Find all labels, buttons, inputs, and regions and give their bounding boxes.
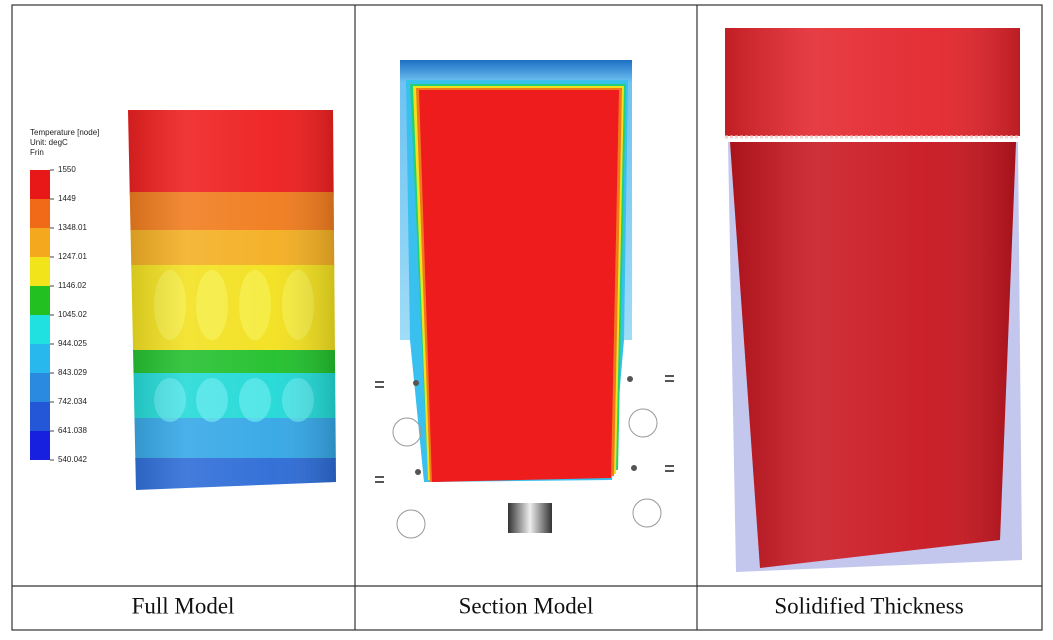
legend-swatch [30,315,50,344]
legend-swatch [30,431,50,460]
legend-bar: 1550 1449 1348.01 1247.01 1146.02 1045.02 944.… [30,165,87,464]
legend-tick-label: 1247.01 [58,252,87,261]
section-model-image [375,60,674,539]
table-frame [11,4,1043,631]
caption: Solidified Thickness [774,593,963,618]
legend-swatch [30,402,50,431]
legend: Temperature [node] Unit: degC Frin 15501… [30,128,99,464]
legend-swatch [30,286,50,315]
full-model-image [128,110,336,490]
legend-swatch [30,170,50,199]
legend-tick-label: 742.034 [58,397,87,406]
legend-swatch [30,199,50,228]
legend-swatch [30,344,50,373]
legend-tick-label: 1449 [58,194,76,203]
legend-title: Temperature [node] [30,128,99,137]
solidified-thickness-image [725,28,1022,572]
legend-tick-label: 1550 [58,165,76,174]
legend-tick-label: 944.025 [58,339,87,348]
legend-tick-label: 843.029 [58,368,87,377]
legend-tick-label: 540.042 [58,455,87,464]
legend-swatch [30,257,50,286]
legend-tick-label: 1348.01 [58,223,87,232]
legend-unit: Unit: degC [30,138,68,147]
legend-tick-label: 1045.02 [58,310,87,319]
legend-label: Frin [30,148,44,157]
legend-tick-label: 641.038 [58,426,87,435]
caption: Full Model [132,593,235,618]
legend-swatch [30,373,50,402]
legend-tick-label: 1146.02 [58,281,87,290]
legend-swatch [30,228,50,257]
caption: Section Model [459,593,594,618]
